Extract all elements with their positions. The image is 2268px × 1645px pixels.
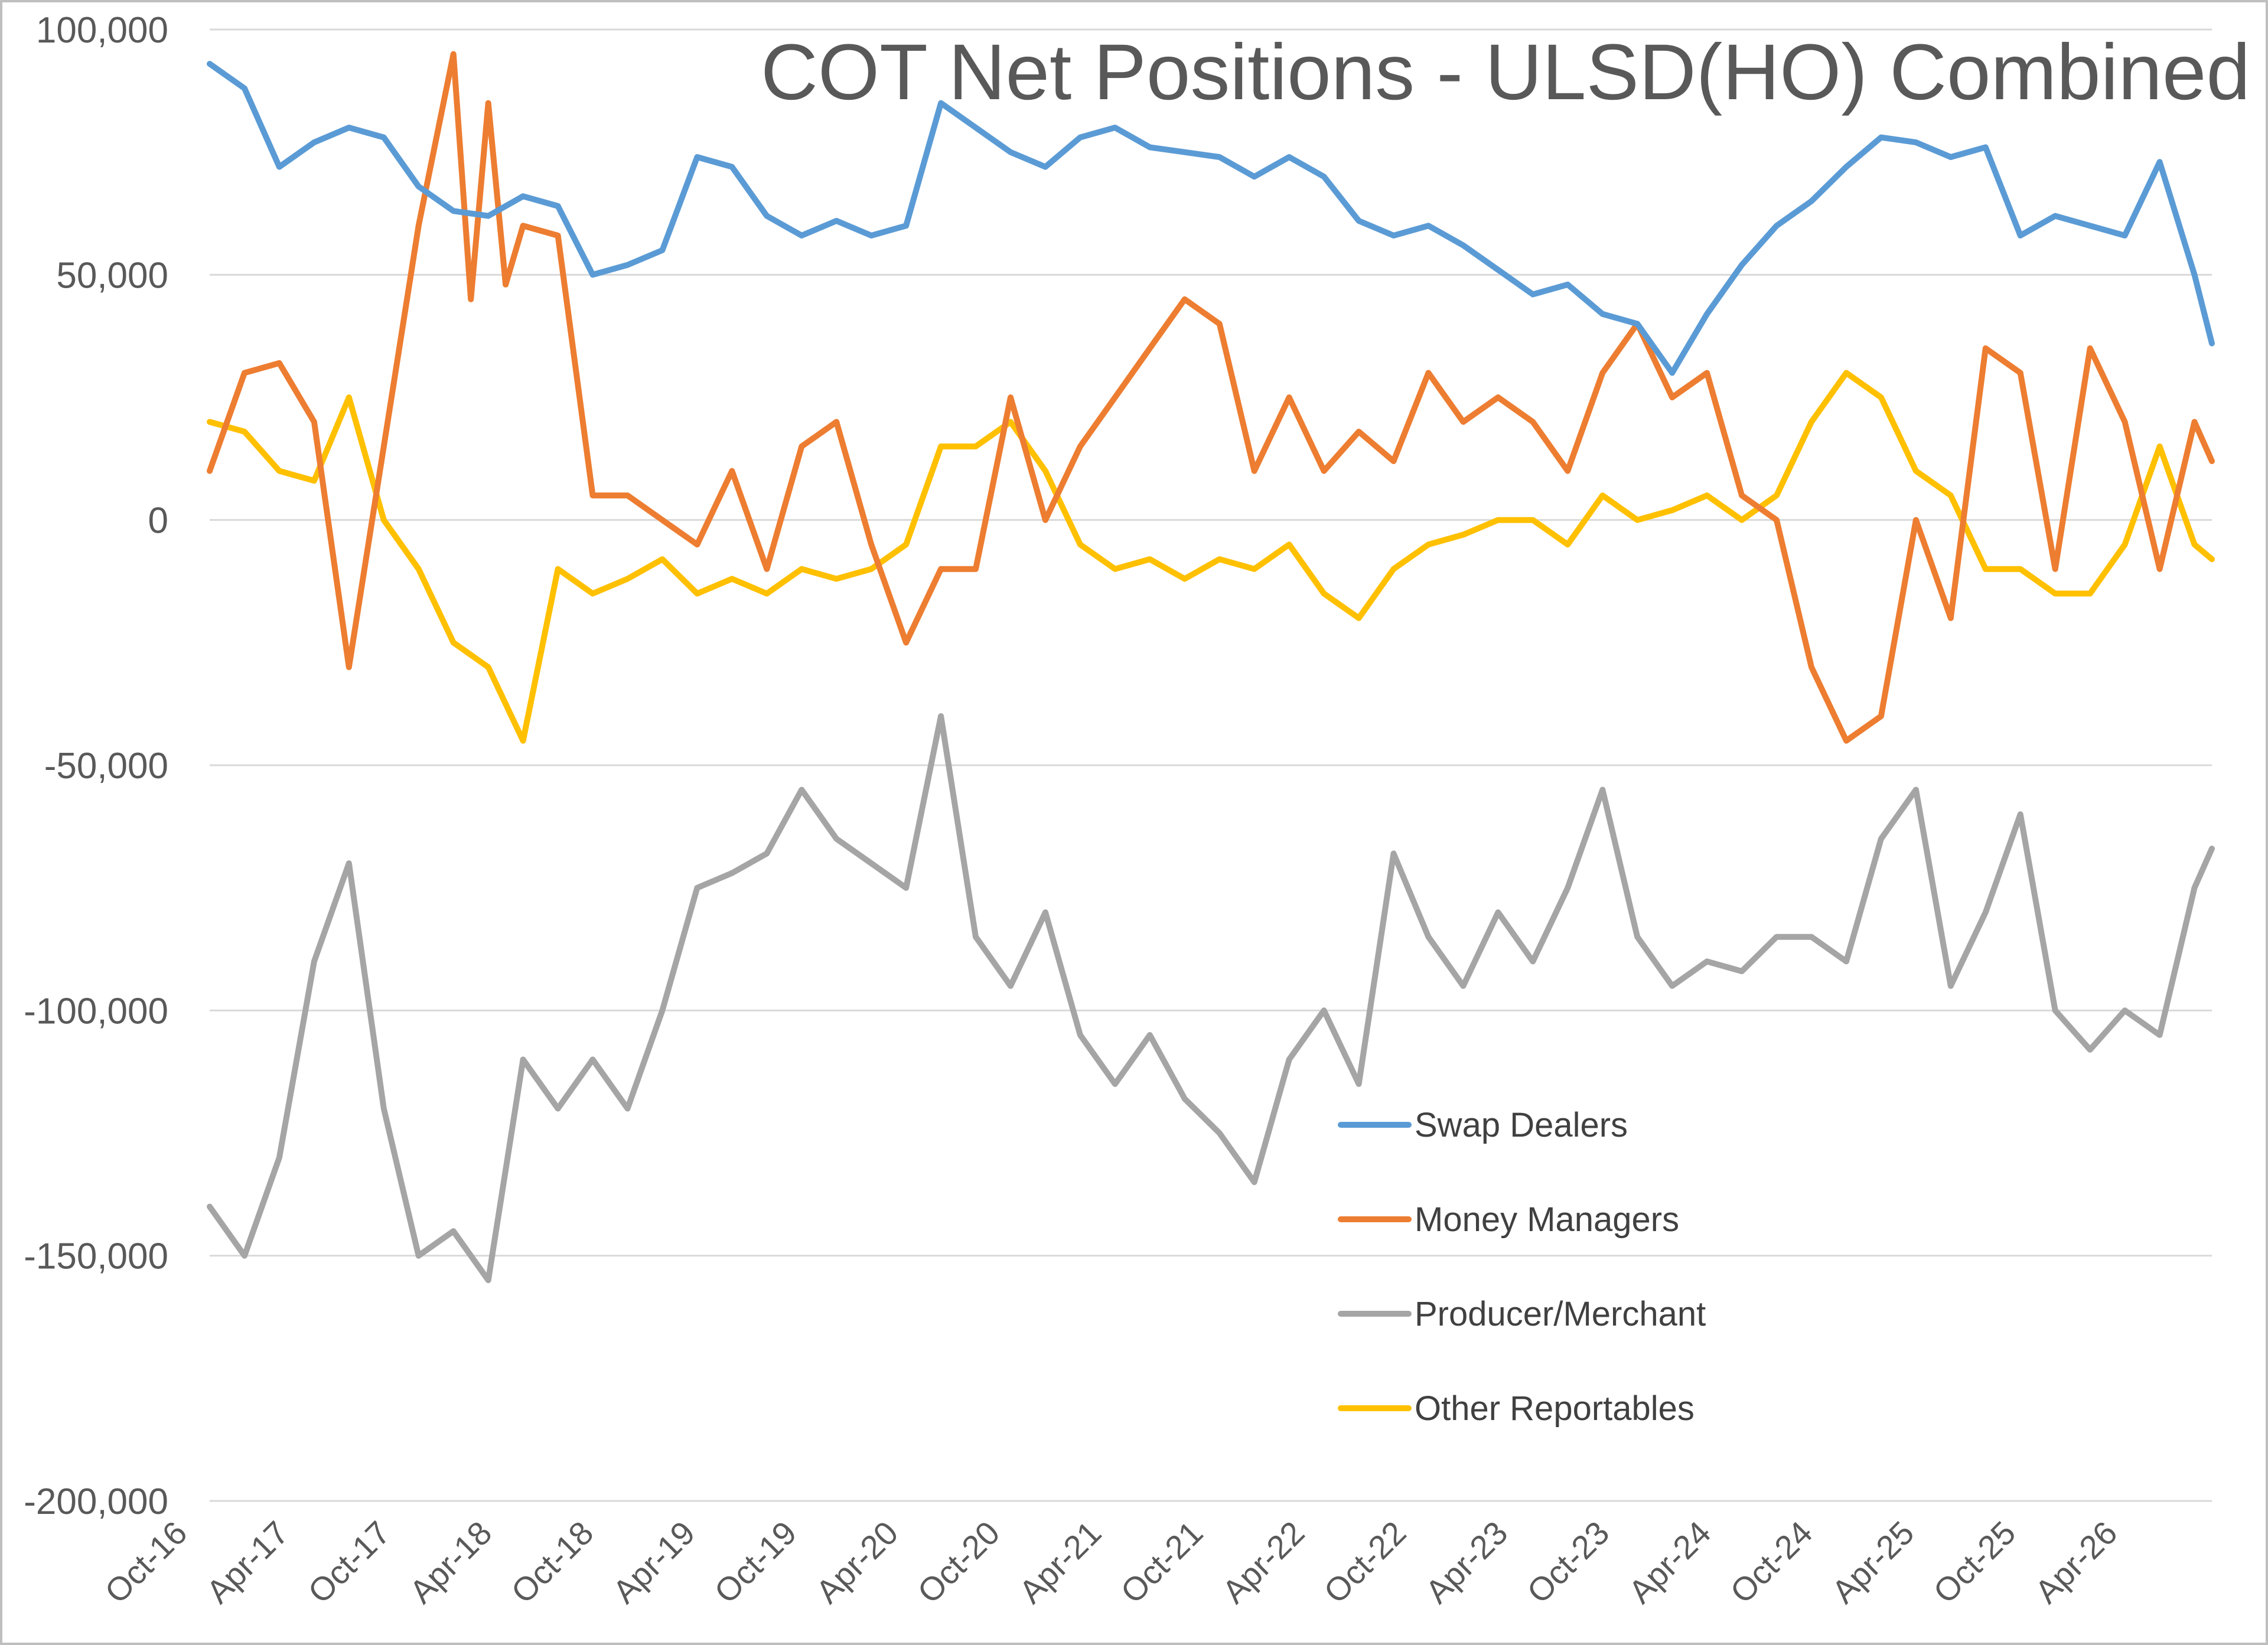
y-tick-label: 100,000 [36,10,168,51]
legend-label: Other Reportables [1415,1389,1695,1428]
legend-label: Swap Dealers [1415,1106,1628,1144]
gridlines [210,28,2212,1502]
y-tick-label: -50,000 [44,746,168,786]
series-line-producer-merchant [207,713,2215,1284]
legend: Swap Dealers Money Managers Producer/Merch… [1338,1106,1706,1428]
y-tick-label: 0 [148,501,168,541]
y-tick-label: -100,000 [24,991,168,1032]
series-line-money-managers [207,51,2215,744]
series-line-other-reportables [207,370,2215,744]
chart-title: COT Net Positions - ULSD(HO) Combined [761,28,2250,116]
y-tick-label: -200,000 [24,1481,168,1522]
legend-label: Producer/Merchant [1415,1295,1706,1333]
legend-label: Money Managers [1415,1200,1679,1239]
series-line-swap-dealers [207,61,2215,376]
y-tick-label: -150,000 [24,1236,168,1277]
series-lines [207,51,2215,1284]
y-axis: 100,000 50,000 0 -50,000 -100,000 -150,000 -20… [24,10,168,1522]
y-tick-label: 50,000 [56,255,168,296]
